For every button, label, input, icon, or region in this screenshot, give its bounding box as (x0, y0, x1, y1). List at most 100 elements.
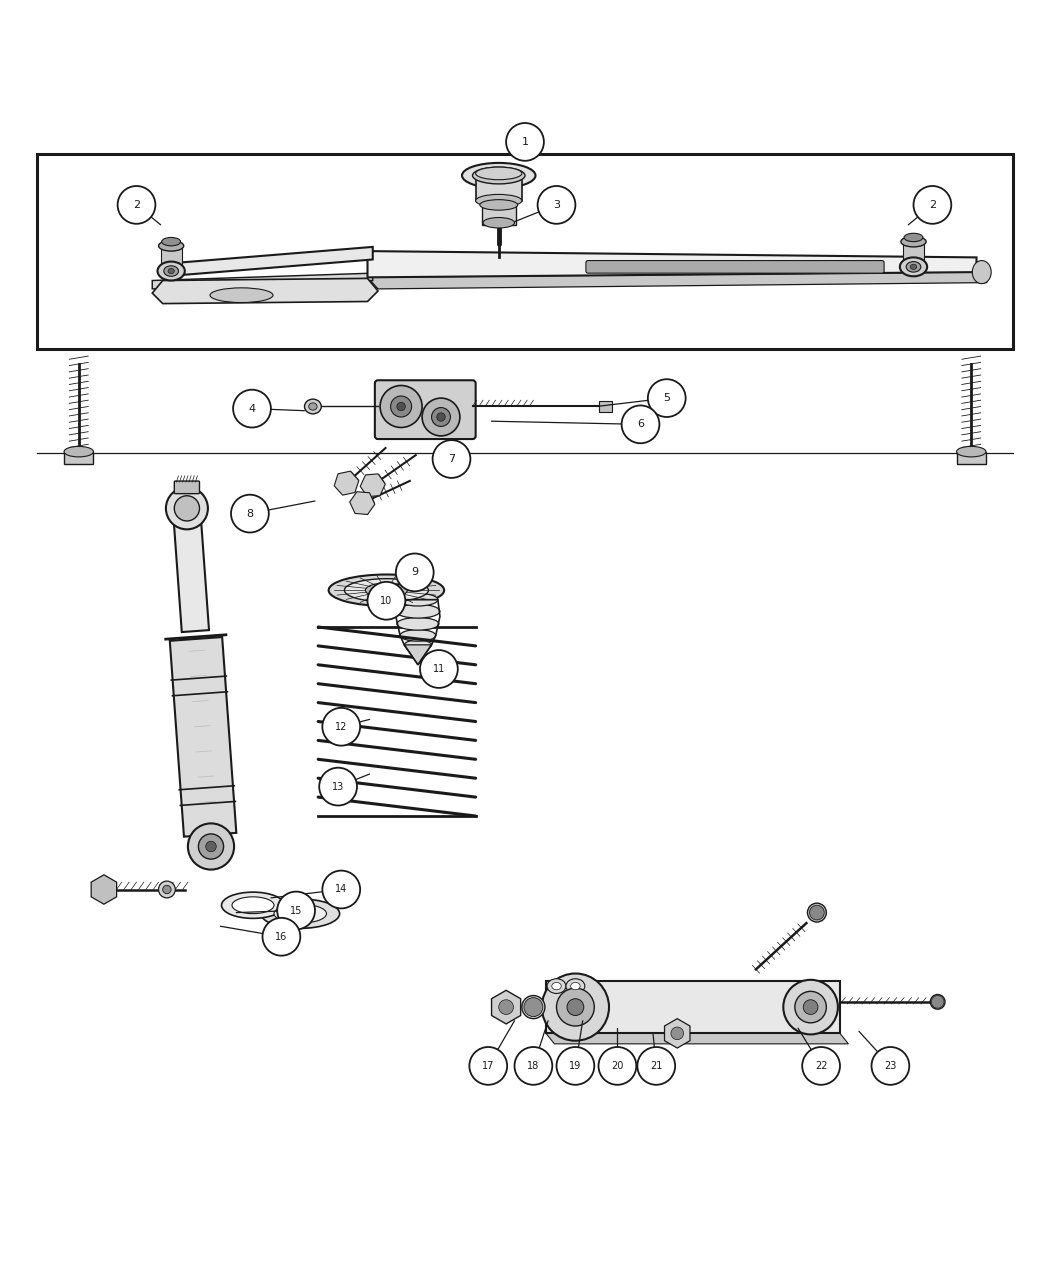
Ellipse shape (274, 904, 327, 923)
Circle shape (514, 1047, 552, 1085)
Ellipse shape (396, 604, 440, 618)
Polygon shape (368, 272, 987, 289)
Ellipse shape (807, 903, 826, 922)
Text: 8: 8 (247, 509, 253, 519)
Ellipse shape (930, 994, 945, 1010)
Circle shape (233, 390, 271, 427)
Ellipse shape (162, 237, 181, 246)
Bar (546, 980, 840, 1033)
Circle shape (420, 650, 458, 688)
Ellipse shape (232, 896, 274, 914)
Polygon shape (174, 520, 209, 632)
Circle shape (783, 979, 838, 1034)
Ellipse shape (476, 167, 522, 180)
Circle shape (542, 974, 609, 1040)
Ellipse shape (344, 579, 428, 602)
Circle shape (795, 992, 826, 1023)
Circle shape (277, 891, 315, 929)
Ellipse shape (398, 593, 438, 606)
Ellipse shape (547, 979, 566, 993)
Ellipse shape (910, 264, 917, 269)
Text: 6: 6 (637, 419, 644, 430)
Text: 9: 9 (412, 567, 418, 578)
FancyBboxPatch shape (586, 260, 884, 273)
Ellipse shape (404, 640, 432, 649)
Text: 11: 11 (433, 664, 445, 674)
Circle shape (598, 1047, 636, 1085)
Text: 1: 1 (522, 136, 528, 147)
Ellipse shape (552, 983, 561, 989)
Text: 10: 10 (380, 595, 393, 606)
Ellipse shape (222, 892, 285, 918)
Text: 20: 20 (611, 1061, 624, 1071)
Ellipse shape (522, 996, 545, 1019)
Polygon shape (404, 645, 432, 664)
Ellipse shape (476, 194, 522, 207)
Circle shape (188, 824, 234, 870)
Circle shape (397, 403, 405, 411)
FancyBboxPatch shape (375, 380, 476, 439)
Text: 15: 15 (290, 905, 302, 915)
Text: 13: 13 (332, 782, 344, 792)
Ellipse shape (462, 163, 536, 189)
Ellipse shape (164, 265, 179, 277)
Circle shape (622, 405, 659, 444)
Circle shape (802, 1047, 840, 1085)
Circle shape (931, 996, 944, 1009)
Polygon shape (368, 251, 977, 278)
Circle shape (433, 440, 470, 478)
Circle shape (118, 186, 155, 224)
Circle shape (524, 997, 543, 1016)
Ellipse shape (365, 583, 407, 598)
Text: 18: 18 (527, 1061, 540, 1071)
Ellipse shape (957, 446, 986, 456)
Ellipse shape (260, 899, 339, 928)
Circle shape (262, 918, 300, 956)
Bar (957, 451, 986, 464)
Circle shape (556, 1047, 594, 1085)
Circle shape (368, 581, 405, 620)
Circle shape (322, 708, 360, 746)
Circle shape (422, 398, 460, 436)
Ellipse shape (571, 983, 581, 989)
Text: 2: 2 (929, 200, 936, 210)
Bar (476, 173, 522, 200)
Circle shape (810, 905, 824, 921)
Ellipse shape (400, 630, 436, 641)
Text: 23: 23 (884, 1061, 897, 1071)
Ellipse shape (483, 218, 514, 228)
Ellipse shape (329, 575, 444, 606)
Circle shape (231, 495, 269, 533)
Circle shape (648, 379, 686, 417)
Text: 14: 14 (335, 885, 348, 895)
Circle shape (319, 768, 357, 806)
Polygon shape (170, 638, 236, 836)
Bar (37, 154, 1013, 349)
Ellipse shape (480, 200, 518, 210)
Ellipse shape (906, 261, 921, 272)
Ellipse shape (566, 979, 585, 993)
Bar (64, 451, 93, 464)
Circle shape (637, 1047, 675, 1085)
Circle shape (322, 871, 360, 908)
Ellipse shape (900, 258, 927, 277)
Circle shape (499, 1000, 513, 1015)
Ellipse shape (901, 236, 926, 247)
Text: 21: 21 (650, 1061, 663, 1071)
Circle shape (198, 834, 224, 859)
Polygon shape (161, 246, 182, 269)
Circle shape (174, 496, 200, 521)
Ellipse shape (168, 269, 174, 274)
Circle shape (538, 186, 575, 224)
Circle shape (556, 988, 594, 1026)
Circle shape (803, 1000, 818, 1015)
Circle shape (396, 553, 434, 592)
Polygon shape (903, 242, 924, 265)
Circle shape (380, 385, 422, 427)
Text: 16: 16 (275, 932, 288, 942)
Text: 4: 4 (249, 404, 255, 413)
Ellipse shape (159, 881, 175, 898)
Circle shape (166, 487, 208, 529)
Ellipse shape (159, 241, 184, 251)
Ellipse shape (163, 885, 171, 894)
